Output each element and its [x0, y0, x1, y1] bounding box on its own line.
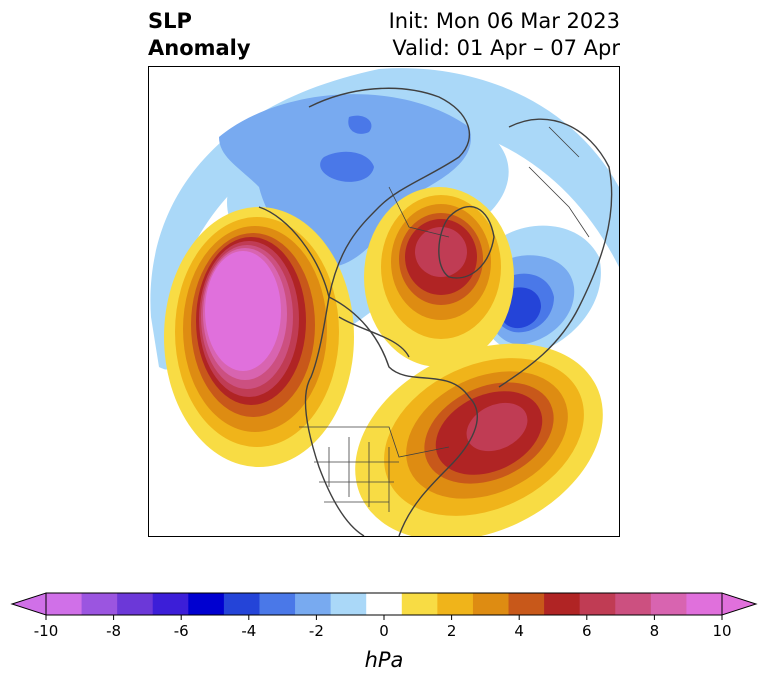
colorbar-segment [330, 593, 367, 615]
colorbar-segment [223, 593, 260, 615]
colorbar-segment [650, 593, 687, 615]
colorbar-tick-label: 4 [514, 622, 524, 640]
colorbar-segment [544, 593, 581, 615]
title-line-2: Anomaly [148, 36, 251, 60]
colorbar-segment [188, 593, 225, 615]
canada-low-inner [320, 151, 374, 182]
coastlines [258, 87, 613, 536]
colorbar-segment [366, 593, 403, 615]
colorbar-tick-label: -6 [174, 622, 189, 640]
colorbar-segment [508, 593, 545, 615]
init-date: Init: Mon 06 Mar 2023 [388, 9, 620, 33]
canada-low-inner-2 [348, 115, 372, 134]
anomaly-map-svg [150, 68, 619, 536]
political-borders [299, 126, 590, 512]
colorbar-tick-label: 10 [712, 622, 731, 640]
colorbar: -10 -8 -6 -4 -2 0 2 4 6 8 10 hPa [10, 592, 758, 672]
title-line-1: SLP [148, 9, 192, 33]
colorbar-tick-label: -2 [309, 622, 324, 640]
anomaly-map [148, 66, 620, 537]
colorbar-segment [152, 593, 189, 615]
colorbar-segment [46, 593, 83, 615]
colorbar-ticks: -10 -8 -6 -4 -2 0 2 4 6 8 10 [34, 615, 732, 640]
atlantic-high-core [466, 402, 528, 452]
colorbar-segment [437, 593, 474, 615]
colorbar-tick-label: 0 [379, 622, 389, 640]
colorbar-segment [295, 593, 332, 615]
colorbar-tick-label: -8 [106, 622, 121, 640]
colorbar-tick-label: 8 [650, 622, 660, 640]
colorbar-segment [81, 593, 118, 615]
colorbar-segment [615, 593, 652, 615]
colorbar-segment [117, 593, 154, 615]
colorbar-segment [401, 593, 438, 615]
colorbar-segment [472, 593, 510, 615]
forecast-dates: Init: Mon 06 Mar 2023 Valid: 01 Apr – 07… [389, 8, 620, 62]
colorbar-unit-label: hPa [365, 648, 404, 672]
colorbar-segment [686, 593, 723, 615]
colorbar-tick-label: -10 [34, 622, 59, 640]
colorbar-extend-low [10, 592, 47, 616]
arctic-high-core [415, 227, 467, 277]
valid-date-range: Valid: 01 Apr – 07 Apr [392, 36, 620, 60]
colorbar-tick-label: 2 [447, 622, 457, 640]
colorbar-segment [259, 593, 296, 615]
colorbar-extend-high [721, 592, 758, 616]
map-title: SLP Anomaly [148, 8, 251, 62]
colorbar-segments [10, 592, 758, 616]
colorbar-tick-label: 6 [582, 622, 592, 640]
pacific-high-core [205, 251, 281, 371]
colorbar-segment [579, 593, 616, 615]
colorbar-tick-label: -4 [241, 622, 256, 640]
